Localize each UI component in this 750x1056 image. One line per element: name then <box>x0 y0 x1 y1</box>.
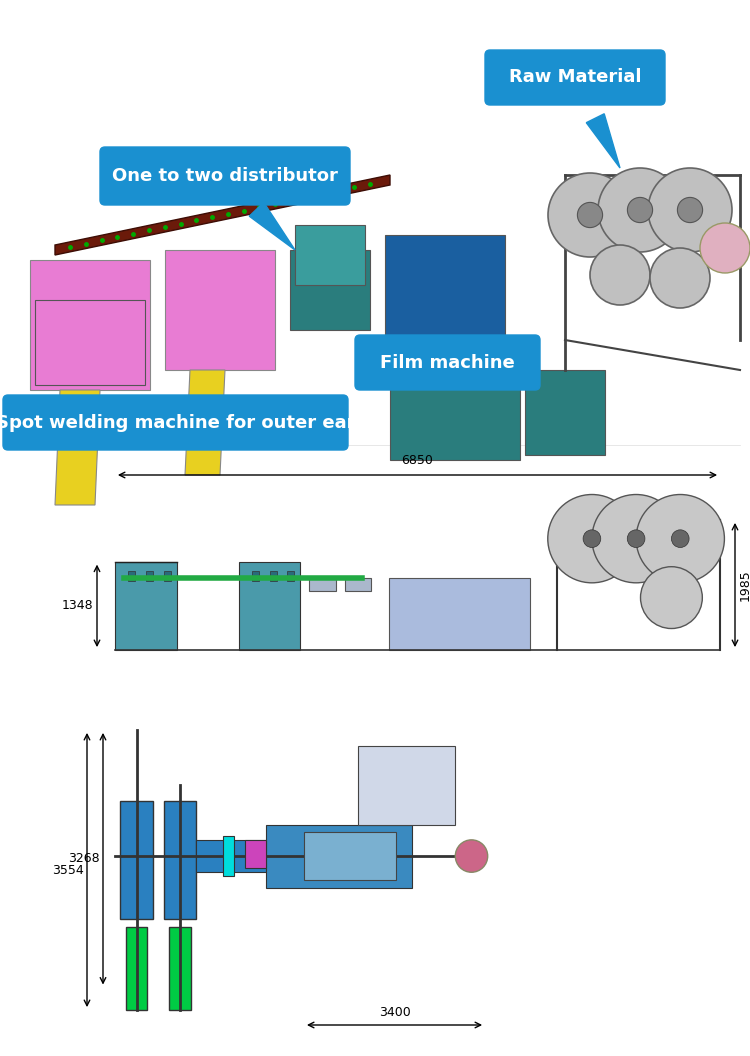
Bar <box>115 562 177 650</box>
Bar <box>269 571 277 581</box>
Polygon shape <box>80 409 134 429</box>
Bar <box>0 0 750 641</box>
Polygon shape <box>55 175 390 254</box>
Circle shape <box>650 248 710 308</box>
Circle shape <box>648 168 732 252</box>
Bar <box>304 832 396 880</box>
Polygon shape <box>185 370 225 475</box>
Bar <box>126 927 148 1010</box>
FancyBboxPatch shape <box>390 370 520 460</box>
Text: 1985: 1985 <box>739 569 750 601</box>
Circle shape <box>548 494 636 583</box>
Bar <box>388 578 530 650</box>
Polygon shape <box>435 340 454 356</box>
Circle shape <box>628 197 652 223</box>
Bar <box>223 836 234 875</box>
Text: 3554: 3554 <box>53 864 84 876</box>
Bar <box>146 571 153 581</box>
Circle shape <box>583 530 601 547</box>
Bar <box>345 578 371 591</box>
Text: 3268: 3268 <box>68 852 100 865</box>
FancyBboxPatch shape <box>485 50 665 105</box>
FancyBboxPatch shape <box>525 370 605 455</box>
Bar <box>121 800 153 919</box>
Circle shape <box>548 173 632 257</box>
Circle shape <box>700 223 750 274</box>
Text: One to two distributor: One to two distributor <box>112 167 338 185</box>
Bar <box>358 746 455 825</box>
Polygon shape <box>249 203 295 250</box>
FancyBboxPatch shape <box>100 147 350 205</box>
Text: Raw Material: Raw Material <box>509 69 641 87</box>
FancyBboxPatch shape <box>165 250 275 370</box>
FancyBboxPatch shape <box>355 335 540 390</box>
FancyBboxPatch shape <box>30 260 150 390</box>
Circle shape <box>627 530 645 547</box>
Bar <box>266 825 412 888</box>
Circle shape <box>590 245 650 305</box>
Circle shape <box>677 197 703 223</box>
Text: Spot welding machine for outer ear: Spot welding machine for outer ear <box>0 414 356 432</box>
Text: 1348: 1348 <box>62 600 93 612</box>
Bar <box>287 571 294 581</box>
FancyBboxPatch shape <box>295 225 365 285</box>
Text: Film machine: Film machine <box>380 354 514 372</box>
Text: 6850: 6850 <box>401 454 433 467</box>
Circle shape <box>578 203 602 228</box>
Bar <box>196 841 277 872</box>
Circle shape <box>598 168 682 252</box>
Circle shape <box>636 494 724 583</box>
Bar <box>169 927 190 1010</box>
Circle shape <box>640 567 702 628</box>
Text: 3400: 3400 <box>379 1006 410 1019</box>
Circle shape <box>671 530 689 547</box>
Bar <box>238 562 301 650</box>
FancyBboxPatch shape <box>35 300 145 385</box>
Polygon shape <box>55 390 100 505</box>
Circle shape <box>455 840 488 872</box>
FancyBboxPatch shape <box>385 235 505 355</box>
Bar <box>252 571 259 581</box>
Bar <box>164 571 171 581</box>
FancyBboxPatch shape <box>3 395 348 450</box>
Bar <box>128 571 135 581</box>
Polygon shape <box>586 114 620 168</box>
FancyBboxPatch shape <box>290 250 370 329</box>
Bar <box>309 578 336 591</box>
Circle shape <box>592 494 680 583</box>
Bar <box>244 841 266 868</box>
Bar <box>164 800 196 919</box>
